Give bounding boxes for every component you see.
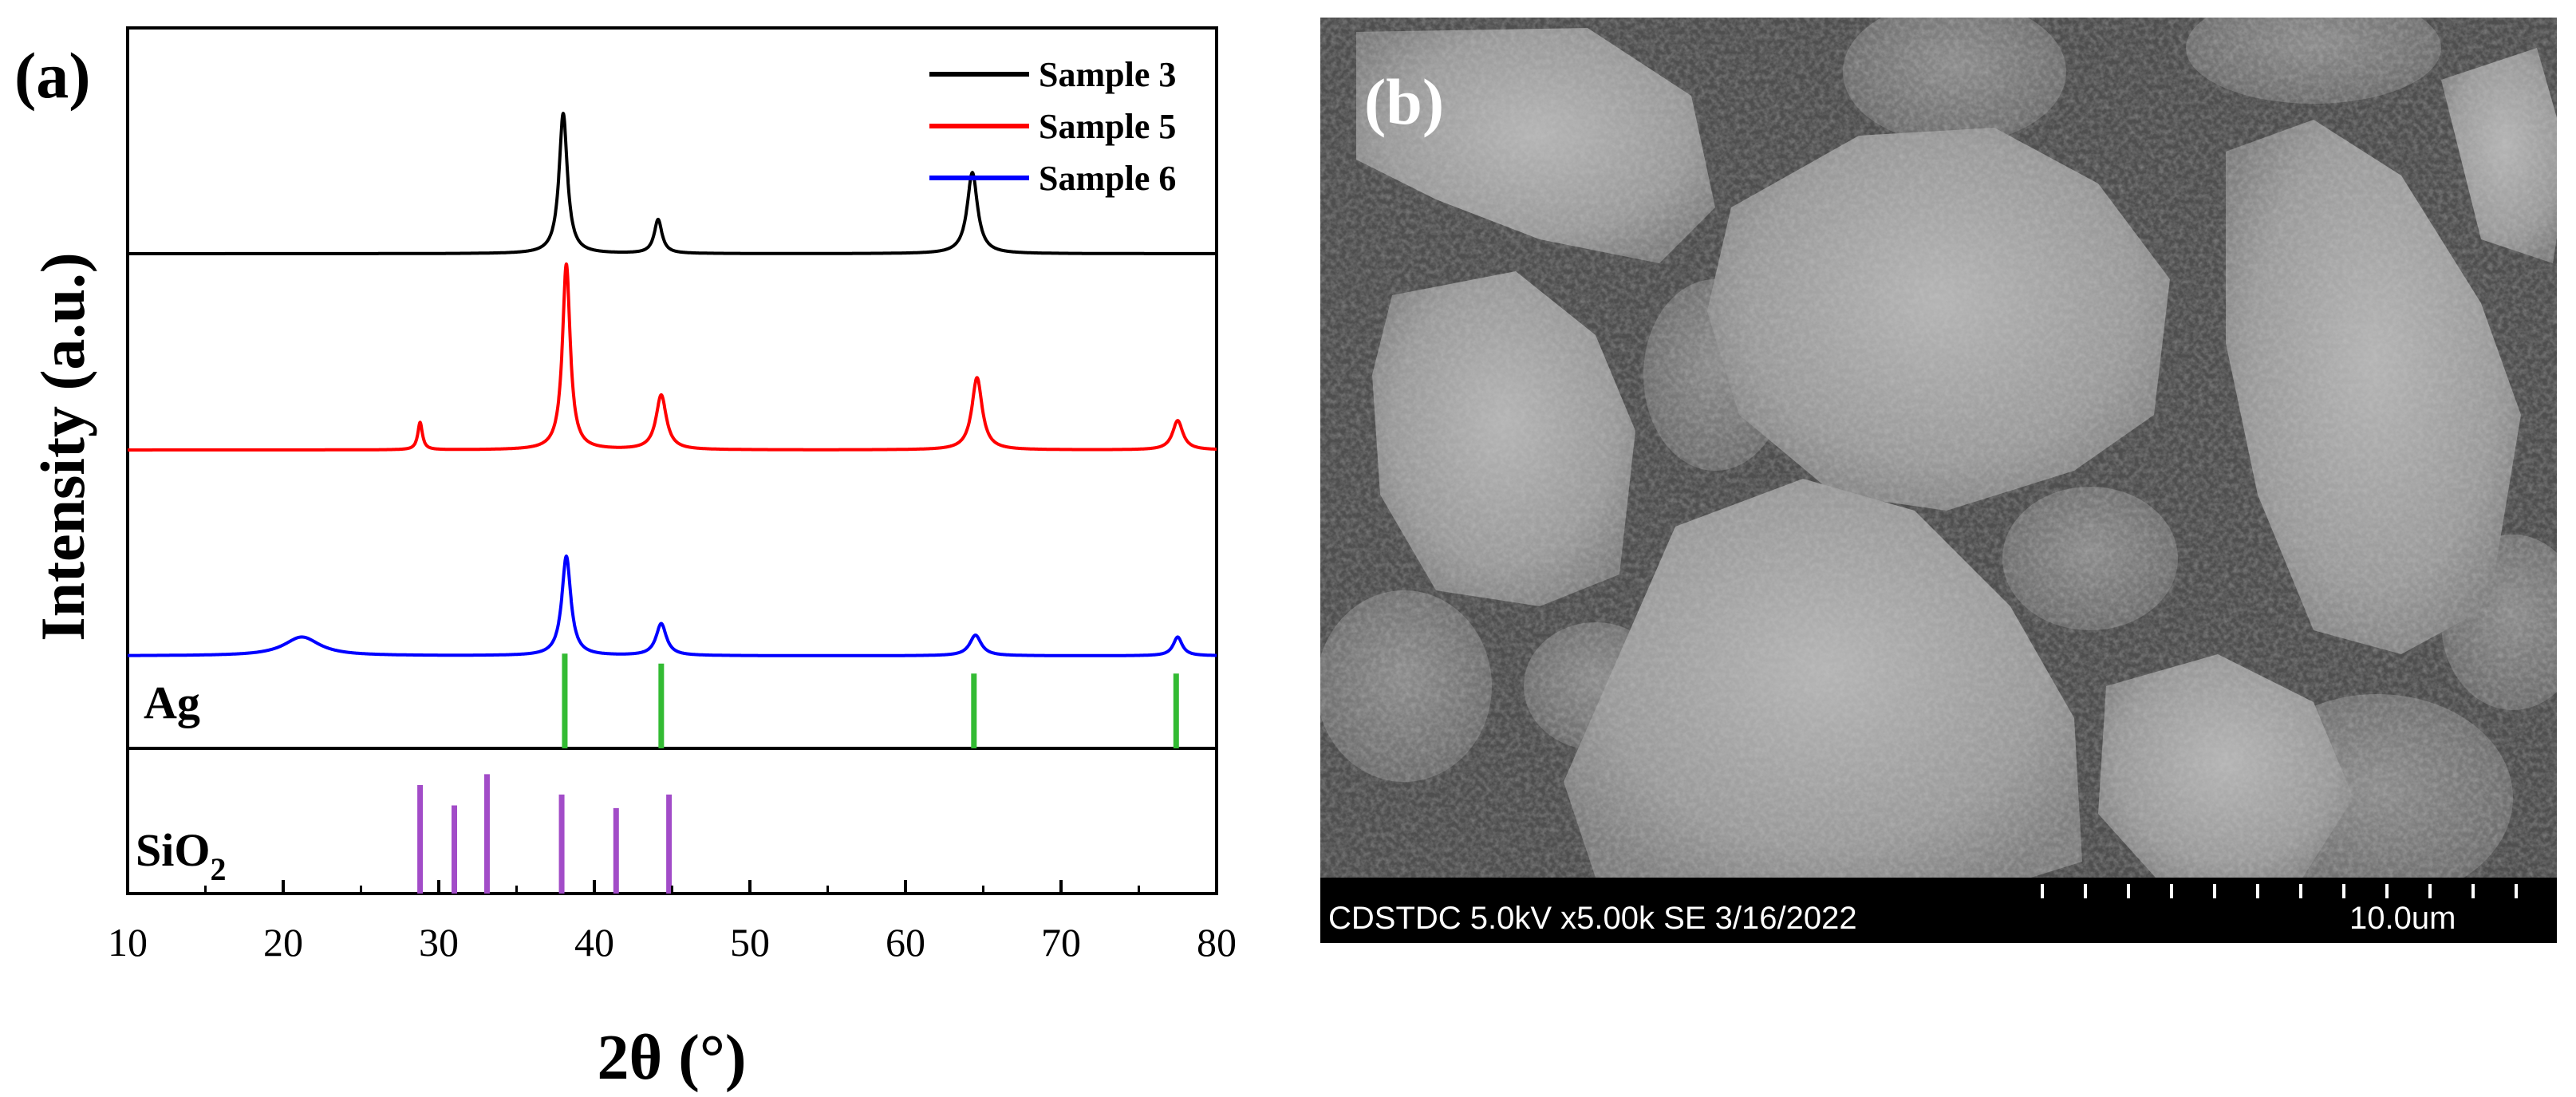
- reference-patterns: [417, 653, 1179, 894]
- x-tick-label: 60: [886, 920, 925, 965]
- legend-label-sample-3: Sample 3: [1039, 55, 1176, 94]
- sem-info-text: CDSTDC 5.0kV x5.00k SE 3/16/2022: [1328, 901, 1857, 936]
- legend: Sample 3 Sample 5 Sample 6: [929, 55, 1176, 198]
- x-axis-title: 2θ (°): [597, 1023, 746, 1093]
- x-tick-label: 20: [263, 920, 303, 965]
- sem-micrograph: [1320, 18, 2557, 943]
- x-tick-label: 30: [419, 920, 459, 965]
- xrd-traces: [126, 112, 1218, 657]
- panel-a-label: (a): [14, 39, 91, 112]
- legend-label-sample-5: Sample 5: [1039, 107, 1176, 146]
- plot-frame: [126, 26, 1218, 895]
- x-tick-label: 40: [574, 920, 614, 965]
- x-tick-label: 70: [1041, 920, 1081, 965]
- sem-scale-label: 10.0um: [2349, 901, 2456, 936]
- panel-b-label: (b): [1364, 65, 1444, 138]
- series-line-sample-6: [126, 554, 1218, 657]
- x-tick-label: 80: [1197, 920, 1237, 965]
- sio2-reference-label: SiO2: [136, 824, 227, 887]
- sem-scale-bar: [2041, 884, 2518, 898]
- series-line-sample-5: [126, 262, 1218, 452]
- x-tick-label: 10: [108, 920, 148, 965]
- series-line-sample-3: [126, 112, 1218, 255]
- x-tick-label: 50: [730, 920, 770, 965]
- sem-image-panel: (b) CDSTDC 5.0kV x5.00k SE 3/16/2022 10.…: [1320, 18, 2557, 943]
- y-axis-title: Intensity (a.u.): [28, 252, 97, 641]
- ag-reference-label: Ag: [144, 677, 200, 728]
- legend-label-sample-6: Sample 6: [1039, 159, 1176, 198]
- xrd-chart-panel: (a) Ag SiO2 Sample 3 Sample 5 Sample 6 1…: [14, 26, 1237, 1093]
- x-axis-ticks: 10 20 30 40 50 60 70 80: [108, 880, 1237, 965]
